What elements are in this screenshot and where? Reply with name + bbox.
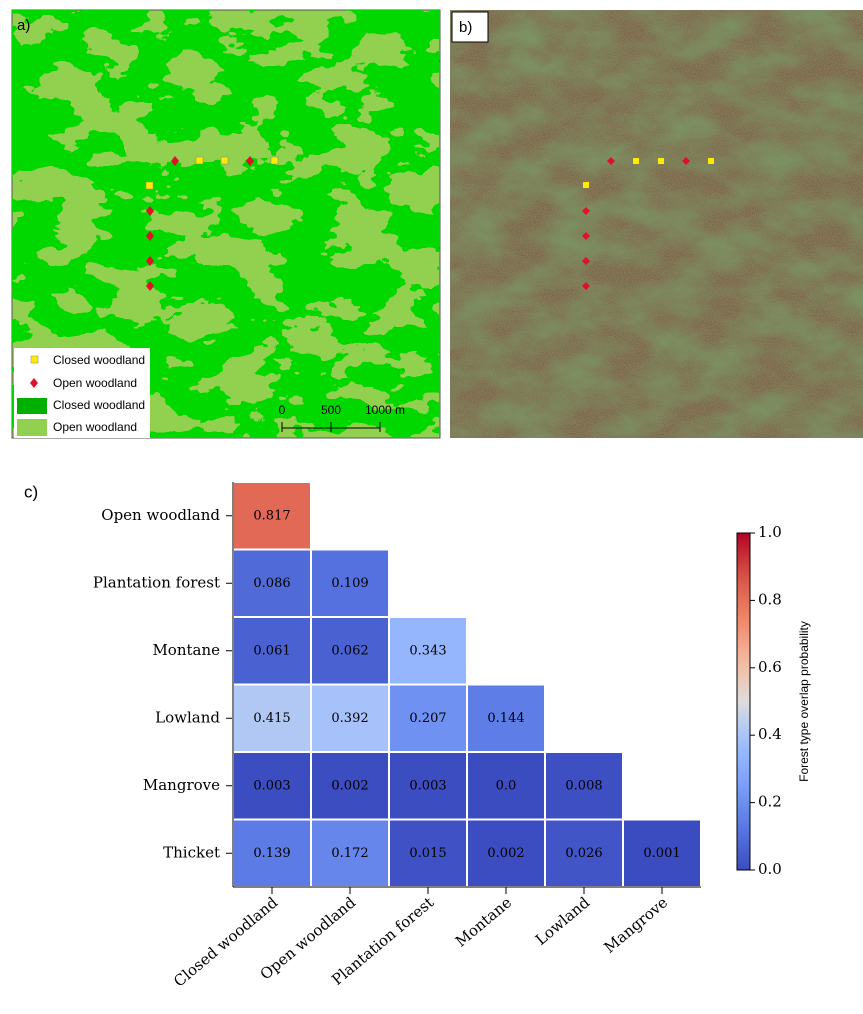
y-tick-label: Plantation forest: [93, 573, 220, 591]
closed-point: [633, 158, 639, 164]
cell-label: 0.144: [487, 711, 524, 726]
colorbar-tick-label: 0.8: [758, 590, 782, 608]
scale-label: 1000 m: [365, 403, 405, 417]
cell-label: 0.415: [253, 711, 290, 726]
page: a) Closed woodland Open woodland Closed …: [0, 0, 863, 1014]
cell-label: 0.086: [253, 576, 290, 591]
legend-swatch: [17, 398, 47, 414]
cell-label: 0.109: [331, 576, 368, 591]
closed-point: [221, 157, 228, 164]
panel-label: a): [17, 17, 30, 34]
x-tick-label: Lowland: [532, 893, 594, 949]
cell-label: 0.172: [331, 846, 368, 861]
cell-label: 0.003: [409, 778, 446, 793]
colorbar-tick-label: 1.0: [758, 523, 782, 541]
closed-point: [146, 182, 153, 189]
panel-label: b): [459, 19, 472, 36]
closed-point: [271, 157, 278, 164]
cell-label: 0.392: [331, 711, 368, 726]
cell-label: 0.062: [331, 643, 368, 658]
cell-label: 0.003: [253, 778, 290, 793]
closed-point: [196, 157, 203, 164]
x-tick-label: Mangrove: [600, 893, 671, 956]
satellite-vegetation: [450, 10, 863, 438]
cell-label: 0.061: [253, 643, 290, 658]
colorbar-tick-label: 0.6: [758, 658, 782, 676]
cell-label: 0.002: [331, 778, 368, 793]
x-tick-label: Montane: [452, 893, 515, 950]
cell-label: 0.207: [409, 711, 446, 726]
figure: a) Closed woodland Open woodland Closed …: [0, 0, 863, 1014]
closed-point: [583, 182, 589, 188]
panel-label: c): [24, 482, 38, 501]
colorbar-tick-label: 0.0: [758, 860, 782, 878]
map-a: a) Closed woodland Open woodland Closed …: [12, 10, 440, 438]
cell-label: 0.015: [409, 846, 446, 861]
scale-label: 500: [321, 403, 341, 417]
legend-swatch: [17, 419, 47, 436]
y-tick-label: Thicket: [163, 843, 220, 861]
colorbar-tick-label: 0.4: [758, 725, 782, 743]
cell-label: 0.008: [565, 778, 602, 793]
scale-label: 0: [279, 403, 286, 417]
cell-label: 0.026: [565, 846, 602, 861]
cell-label: 0.817: [253, 508, 290, 523]
colorbar-label: Forest type overlap probability: [797, 621, 811, 782]
y-tick-label: Mangrove: [143, 776, 220, 794]
cell-label: 0.139: [253, 846, 290, 861]
legend-label: Closed woodland: [53, 353, 145, 367]
legend-label: Closed woodland: [53, 398, 145, 412]
closed-point: [708, 158, 714, 164]
cell-label: 0.343: [409, 643, 446, 658]
cell-label: 0.0: [496, 778, 517, 793]
colorbar-tick-label: 0.2: [758, 793, 782, 811]
closed-point: [658, 158, 664, 164]
map-b: b): [450, 10, 863, 438]
cell-label: 0.001: [643, 846, 680, 861]
colorbar: [737, 533, 750, 870]
y-tick-label: Montane: [152, 641, 220, 659]
cell-label: 0.002: [487, 846, 524, 861]
y-tick-label: Lowland: [155, 708, 220, 726]
heatmap: Open woodland Plantation forest Montane Low…: [93, 482, 811, 991]
legend-label: Open woodland: [53, 376, 137, 390]
legend-swatch: [31, 356, 38, 363]
y-tick-label: Open woodland: [101, 506, 220, 524]
legend-label: Open woodland: [53, 420, 137, 434]
